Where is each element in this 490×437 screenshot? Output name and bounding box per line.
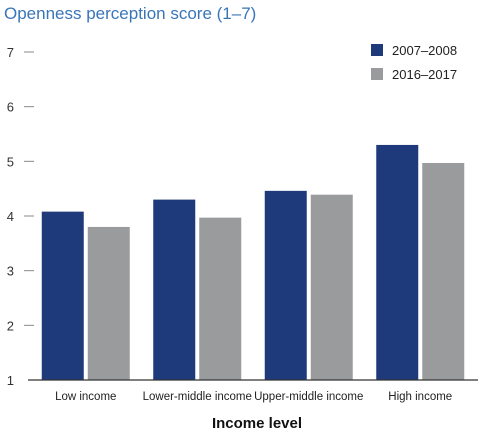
bar-2016-2017	[422, 162, 465, 380]
legend-swatch	[371, 44, 383, 56]
x-category-label: Upper-middle income	[254, 391, 363, 403]
bar-2007-2008	[41, 211, 84, 380]
x-category-label: Low income	[55, 391, 116, 403]
y-tick-label: 1	[7, 373, 14, 388]
bar-2016-2017	[199, 217, 242, 380]
bar-2007-2008	[376, 144, 419, 380]
y-tick-label: 5	[7, 154, 14, 169]
bars-group	[41, 144, 465, 380]
x-axis-title: Income level	[212, 415, 302, 432]
x-axis-categories: Low income Lower-middle income Upper-middl…	[55, 391, 452, 403]
legend-label: 2016–2017	[392, 67, 457, 82]
legend: 2007–2008 2016–2017	[371, 43, 457, 82]
y-tick-label: 2	[7, 318, 14, 333]
x-category-label: High income	[388, 391, 452, 403]
y-tick-label: 7	[7, 45, 14, 60]
y-tick-label: 3	[7, 264, 14, 279]
bar-2007-2008	[153, 199, 196, 380]
chart-title: Openness perception score (1–7)	[4, 4, 257, 23]
y-tick-label: 6	[7, 100, 14, 115]
bar-2016-2017	[310, 194, 353, 380]
y-tick-label: 4	[7, 209, 14, 224]
bar-2007-2008	[264, 190, 307, 380]
bar-2016-2017	[87, 226, 130, 380]
x-category-label: Lower-middle income	[143, 391, 252, 403]
legend-label: 2007–2008	[392, 43, 457, 58]
y-axis: 1 2 3 4 5 6 7	[7, 45, 34, 388]
legend-swatch	[371, 68, 383, 80]
